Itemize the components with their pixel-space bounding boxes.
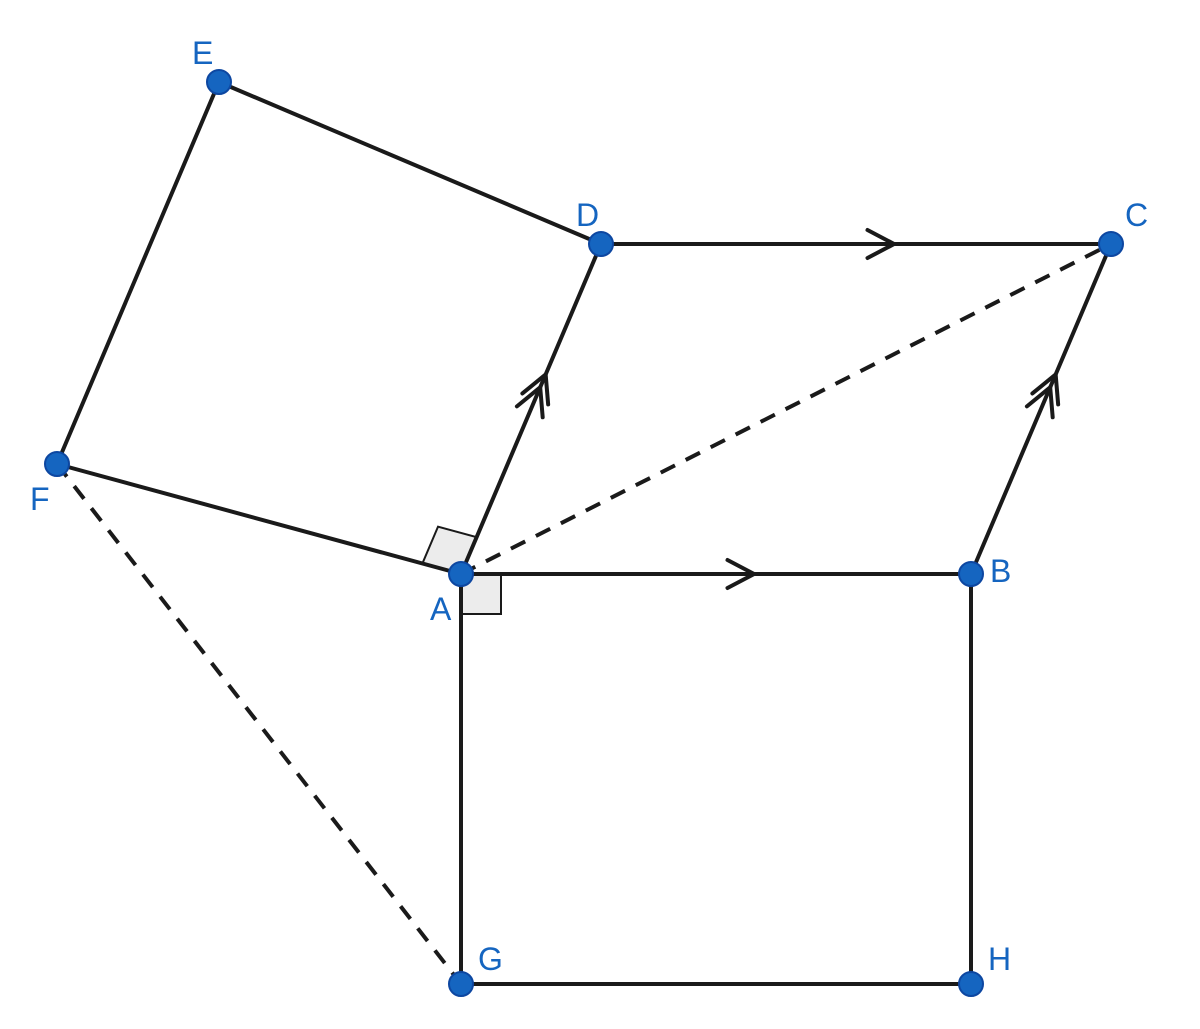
vertex-labels: A B C D E F G H bbox=[30, 35, 1148, 977]
label-D: D bbox=[576, 197, 599, 233]
label-G: G bbox=[478, 941, 503, 977]
label-F: F bbox=[30, 481, 50, 517]
label-C: C bbox=[1125, 197, 1148, 233]
label-A: A bbox=[430, 591, 452, 627]
dashed-edges bbox=[57, 244, 1111, 984]
label-E: E bbox=[192, 35, 213, 71]
label-B: B bbox=[990, 553, 1011, 589]
geometry-diagram: A B C D E F G H bbox=[0, 0, 1200, 1029]
label-H: H bbox=[988, 941, 1011, 977]
